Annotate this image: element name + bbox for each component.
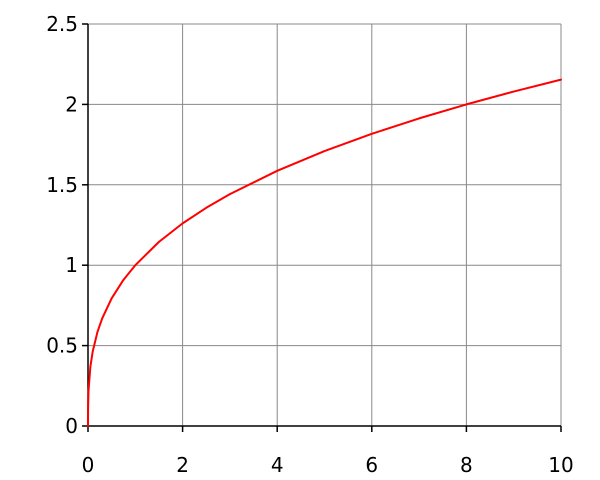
series [87,78,562,427]
x-tick-label: 2 [176,453,189,477]
y-tick-label: 0 [65,414,78,438]
y-tick-label: 2 [65,92,78,116]
series-line [87,78,562,427]
y-tick-label: 0.5 [46,334,78,358]
y-tick-label: 1 [65,253,78,277]
x-tick-label: 6 [365,453,378,477]
axes [82,23,562,432]
tick-labels: 0 2 4 6 8 10 0 0.5 1 1.5 2 2.5 [46,12,574,477]
y-tick-label: 2.5 [46,12,78,36]
x-tick-label: 10 [548,453,573,477]
x-tick-label: 4 [271,453,284,477]
y-tick-label: 1.5 [46,173,78,197]
x-tick-label: 8 [460,453,473,477]
x-tick-label: 0 [82,453,95,477]
grid [88,23,562,426]
